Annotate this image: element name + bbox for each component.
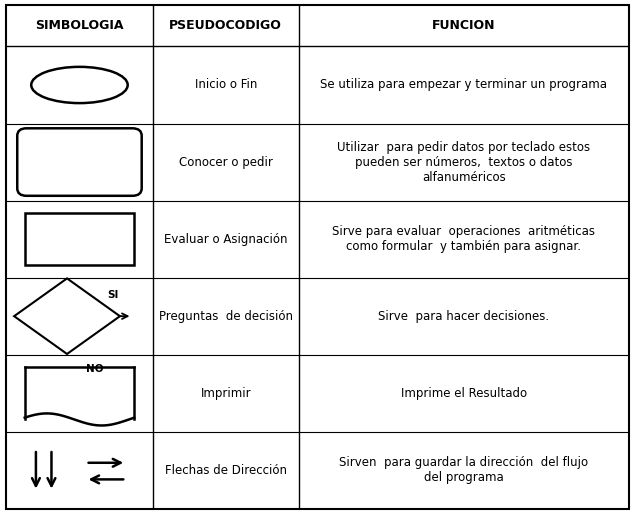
Text: Utilizar  para pedir datos por teclado estos
pueden ser números,  textos o datos: Utilizar para pedir datos por teclado es… [337, 140, 591, 183]
Text: Preguntas  de decisión: Preguntas de decisión [159, 310, 293, 323]
Text: Flechas de Dirección: Flechas de Dirección [164, 464, 287, 477]
Text: Inicio o Fin: Inicio o Fin [194, 79, 257, 91]
Text: SIMBOLOGIA: SIMBOLOGIA [35, 20, 124, 32]
Text: NO: NO [86, 364, 104, 374]
Text: Sirven  para guardar la dirección  del flujo
del programa: Sirven para guardar la dirección del flu… [339, 456, 588, 484]
Text: Evaluar o Asignación: Evaluar o Asignación [164, 233, 288, 246]
Text: Se utiliza para empezar y terminar un programa: Se utiliza para empezar y terminar un pr… [320, 79, 607, 91]
Text: Imprime el Resultado: Imprime el Resultado [401, 387, 527, 400]
Text: SI: SI [107, 290, 119, 300]
Bar [25, 213, 134, 265]
Text: Sirve  para hacer decisiones.: Sirve para hacer decisiones. [378, 310, 549, 323]
Text: Conocer o pedir: Conocer o pedir [179, 156, 272, 169]
Text: FUNCION: FUNCION [432, 20, 495, 32]
Text: PSEUDOCODIGO: PSEUDOCODIGO [170, 20, 282, 32]
Text: Imprimir: Imprimir [201, 387, 251, 400]
Text: Sirve para evaluar  operaciones  aritméticas
como formular  y también para asign: Sirve para evaluar operaciones aritmétic… [332, 225, 595, 253]
